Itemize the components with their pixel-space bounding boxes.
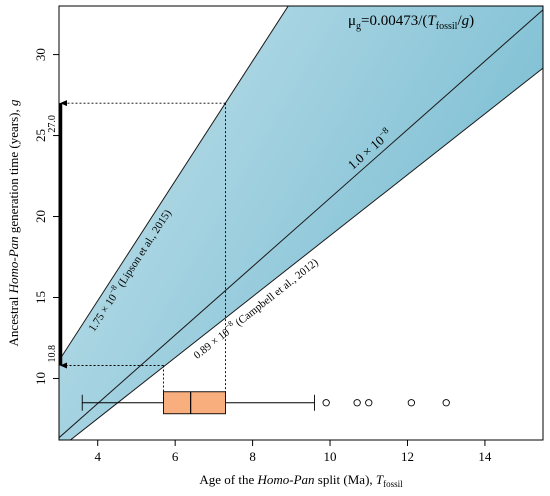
axes: 4 6 8 10 12 14 10 15 20 25 30 [33, 5, 544, 464]
y-tick-label-5: 30 [33, 48, 48, 61]
rate-lines [59, 6, 543, 440]
x-tick-label-4: 10 [324, 449, 337, 464]
range-label-low: 10.8 [47, 345, 58, 363]
boxplot [81, 391, 450, 415]
x-axis-label: Age of the Homo-Pan split (Ma), Tfossil [199, 472, 403, 489]
y-tick-label-4: 25 [33, 129, 48, 142]
y-tick-label-2: 15 [33, 291, 48, 304]
x-tick-label-6: 14 [478, 449, 492, 464]
rate-line-1 [59, 6, 289, 361]
band-layer [59, 6, 543, 440]
y-tick-label-1: 10 [33, 372, 48, 385]
plot-frame [58, 5, 544, 441]
outlier-point-5 [442, 399, 450, 407]
uncertainty-band [59, 6, 543, 440]
equation-label: μg=0.00473/(Tfossil/g) [348, 13, 474, 32]
range-label-high: 27.0 [47, 115, 58, 133]
x-tick-label-2: 6 [172, 449, 179, 464]
outlier-point-4 [407, 399, 416, 407]
y-tick-label-3: 20 [33, 210, 48, 223]
projection-guides: 27.0 10.8 [47, 100, 226, 403]
rate-line-3 [69, 67, 543, 440]
y-axis-label: Ancestral Homo-Pan generation time (year… [6, 99, 21, 346]
outlier-point-1 [322, 399, 330, 407]
box-iqr [163, 391, 226, 415]
arrowhead-low [60, 362, 67, 369]
rate-line-2 [59, 9, 543, 439]
outlier-point-2 [353, 399, 361, 407]
arrowhead-high [60, 100, 67, 107]
x-tick-label-1: 4 [94, 449, 101, 464]
x-tick-label-5: 12 [401, 449, 414, 464]
outlier-point-3 [365, 399, 373, 407]
x-tick-label-3: 8 [249, 449, 256, 464]
